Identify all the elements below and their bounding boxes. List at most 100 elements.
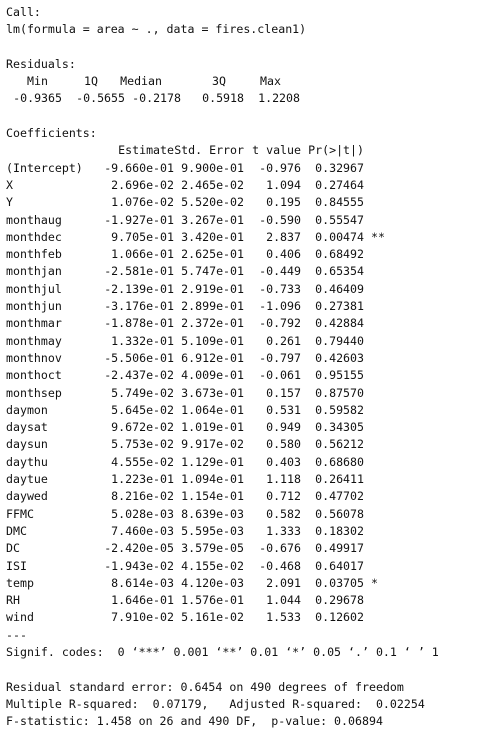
coef-p-value: 0.55547: [315, 212, 364, 227]
f-statistic-line: F-statistic: 1.458 on 26 and 490 DF, p-v…: [6, 714, 383, 729]
coef-std-error: 2.625e-01: [181, 247, 244, 262]
coef-std-error: 9.900e-01: [181, 160, 244, 175]
coefficient-row: X 2.696e-02 2.465e-02 1.094 0.27464: [6, 177, 476, 194]
r-squared-line: Multiple R-squared: 0.07179, Adjusted R-…: [6, 696, 425, 711]
coef-estimate: -5.506e-01: [104, 350, 174, 365]
coef-term: daysat: [6, 420, 48, 435]
coef-p-value: 0.03705: [315, 575, 364, 590]
coefficient-row: daywed 8.216e-02 1.154e-01 0.712 0.47702: [6, 488, 476, 505]
coef-p-value: 0.49917: [315, 541, 364, 556]
coefficient-row: daysat 9.672e-02 1.019e-01 0.949 0.34305: [6, 419, 476, 436]
coef-std-error: 2.899e-01: [181, 299, 244, 314]
coef-p-value: 0.26411: [315, 472, 364, 487]
coef-p-value: 0.42603: [315, 350, 364, 365]
coef-std-error: 4.155e-02: [181, 558, 244, 573]
coef-term: wind: [6, 610, 34, 625]
coef-term: monthfeb: [6, 247, 62, 262]
coef-std-error: 5.161e-02: [181, 610, 244, 625]
coef-term: monthjul: [6, 281, 62, 296]
coef-estimate: 1.332e-01: [111, 333, 174, 348]
residual-label-3q: 3Q: [212, 74, 226, 89]
coef-p-value: 0.42884: [315, 316, 364, 331]
col-header-t-value: t value: [252, 143, 301, 158]
coefficients-column-headers: EstimateStd. Error t value Pr(>|t|): [6, 142, 476, 159]
coefficient-row: Y 1.076e-02 5.520e-02 0.195 0.84555: [6, 194, 476, 211]
coef-std-error: 5.109e-01: [181, 333, 244, 348]
coef-p-value: 0.65354: [315, 264, 364, 279]
coef-t-value: -0.976: [259, 160, 301, 175]
coef-term: ISI: [6, 558, 27, 573]
coef-estimate: -9.660e-01: [104, 160, 174, 175]
coef-p-value: 0.47702: [315, 489, 364, 504]
coef-std-error: 4.120e-03: [181, 575, 244, 590]
coef-p-value: 0.64017: [315, 558, 364, 573]
coef-estimate: 5.749e-02: [111, 385, 174, 400]
coef-t-value: 0.406: [266, 247, 301, 262]
coef-term: monthjan: [6, 264, 62, 279]
coef-t-value: -0.468: [259, 558, 301, 573]
coef-std-error: 5.595e-03: [181, 523, 244, 538]
coefficient-row: monthnov -5.506e-01 6.912e-01 -0.797 0.42603: [6, 350, 476, 367]
residual-label-1q: 1Q: [84, 74, 98, 89]
coef-p-value: 0.00474: [315, 229, 364, 244]
coef-t-value: -0.449: [259, 264, 301, 279]
coef-term: DC: [6, 541, 20, 556]
coef-t-value: -1.096: [259, 299, 301, 314]
coef-estimate: 7.460e-03: [111, 523, 174, 538]
residual-value-1q: -0.5655: [76, 91, 125, 106]
coef-p-value: 0.68680: [315, 454, 364, 469]
coefficient-row: DMC 7.460e-03 5.595e-03 1.333 0.18302: [6, 523, 476, 540]
coef-std-error: 2.372e-01: [181, 316, 244, 331]
coef-t-value: 0.582: [266, 506, 301, 521]
coefficient-row: DC -2.420e-05 3.579e-05 -0.676 0.49917: [6, 540, 476, 557]
coef-t-value: 0.195: [266, 195, 301, 210]
coefficient-row: (Intercept) -9.660e-01 9.900e-01 -0.976 0.32…: [6, 160, 476, 177]
coef-estimate: 5.753e-02: [111, 437, 174, 452]
col-header-estimate: Estimate: [118, 143, 174, 158]
residuals-values-row: -0.9365 -0.5655 -0.2178 0.5918 1.2208: [6, 90, 476, 107]
residuals-header: Residuals:: [6, 56, 76, 71]
coef-estimate: 1.076e-02: [111, 195, 174, 210]
coefficient-row: monthjun -3.176e-01 2.899e-01 -1.096 0.27381: [6, 298, 476, 315]
coef-term: monthdec: [6, 229, 62, 244]
coef-estimate: 8.216e-02: [111, 489, 174, 504]
coef-t-value: 0.949: [266, 420, 301, 435]
coefficient-row: daysun 5.753e-02 9.917e-02 0.580 0.56212: [6, 436, 476, 453]
coef-t-value: -0.733: [259, 281, 301, 296]
coef-p-value: 0.18302: [315, 523, 364, 538]
coef-std-error: 9.917e-02: [181, 437, 244, 452]
coef-p-value: 0.56212: [315, 437, 364, 452]
coef-std-error: 5.747e-01: [181, 264, 244, 279]
coef-term: FFMC: [6, 506, 34, 521]
coef-estimate: -2.420e-05: [104, 541, 174, 556]
coef-term: daymon: [6, 402, 48, 417]
coef-std-error: 2.919e-01: [181, 281, 244, 296]
coefficient-row: RH 1.646e-01 1.576e-01 1.044 0.29678: [6, 592, 476, 609]
coef-t-value: 0.712: [266, 489, 301, 504]
coef-estimate: 1.223e-01: [111, 472, 174, 487]
signif-codes-legend: Signif. codes: 0 ‘***’ 0.001 ‘**’ 0.01 ‘…: [6, 644, 439, 659]
coef-term: monthnov: [6, 350, 62, 365]
coef-p-value: 0.79440: [315, 333, 364, 348]
coefficient-row: monthjan -2.581e-01 5.747e-01 -0.449 0.65354: [6, 263, 476, 280]
coef-t-value: -0.792: [259, 316, 301, 331]
residual-label-max: Max: [260, 74, 281, 89]
coef-std-error: 1.129e-01: [181, 454, 244, 469]
coef-t-value: 1.118: [266, 472, 301, 487]
col-header-std-error: Std. Error: [174, 143, 244, 158]
coef-estimate: 5.645e-02: [111, 402, 174, 417]
coef-std-error: 6.912e-01: [181, 350, 244, 365]
coefficient-row: temp 8.614e-03 4.120e-03 2.091 0.03705 *: [6, 575, 476, 592]
coef-term: monthoct: [6, 368, 62, 383]
residual-value-3q: 0.5918: [202, 91, 244, 106]
coef-p-value: 0.95155: [315, 368, 364, 383]
coefficient-row: monthsep 5.749e-02 3.673e-01 0.157 0.87570: [6, 385, 476, 402]
coef-p-value: 0.27381: [315, 299, 364, 314]
coef-t-value: -0.676: [259, 541, 301, 556]
coef-t-value: -0.590: [259, 212, 301, 227]
coef-estimate: 9.705e-01: [111, 229, 174, 244]
coef-estimate: -1.943e-02: [104, 558, 174, 573]
coefficient-row: daythu 4.555e-02 1.129e-01 0.403 0.68680: [6, 454, 476, 471]
coef-term: (Intercept): [6, 160, 83, 175]
coef-t-value: -0.797: [259, 350, 301, 365]
